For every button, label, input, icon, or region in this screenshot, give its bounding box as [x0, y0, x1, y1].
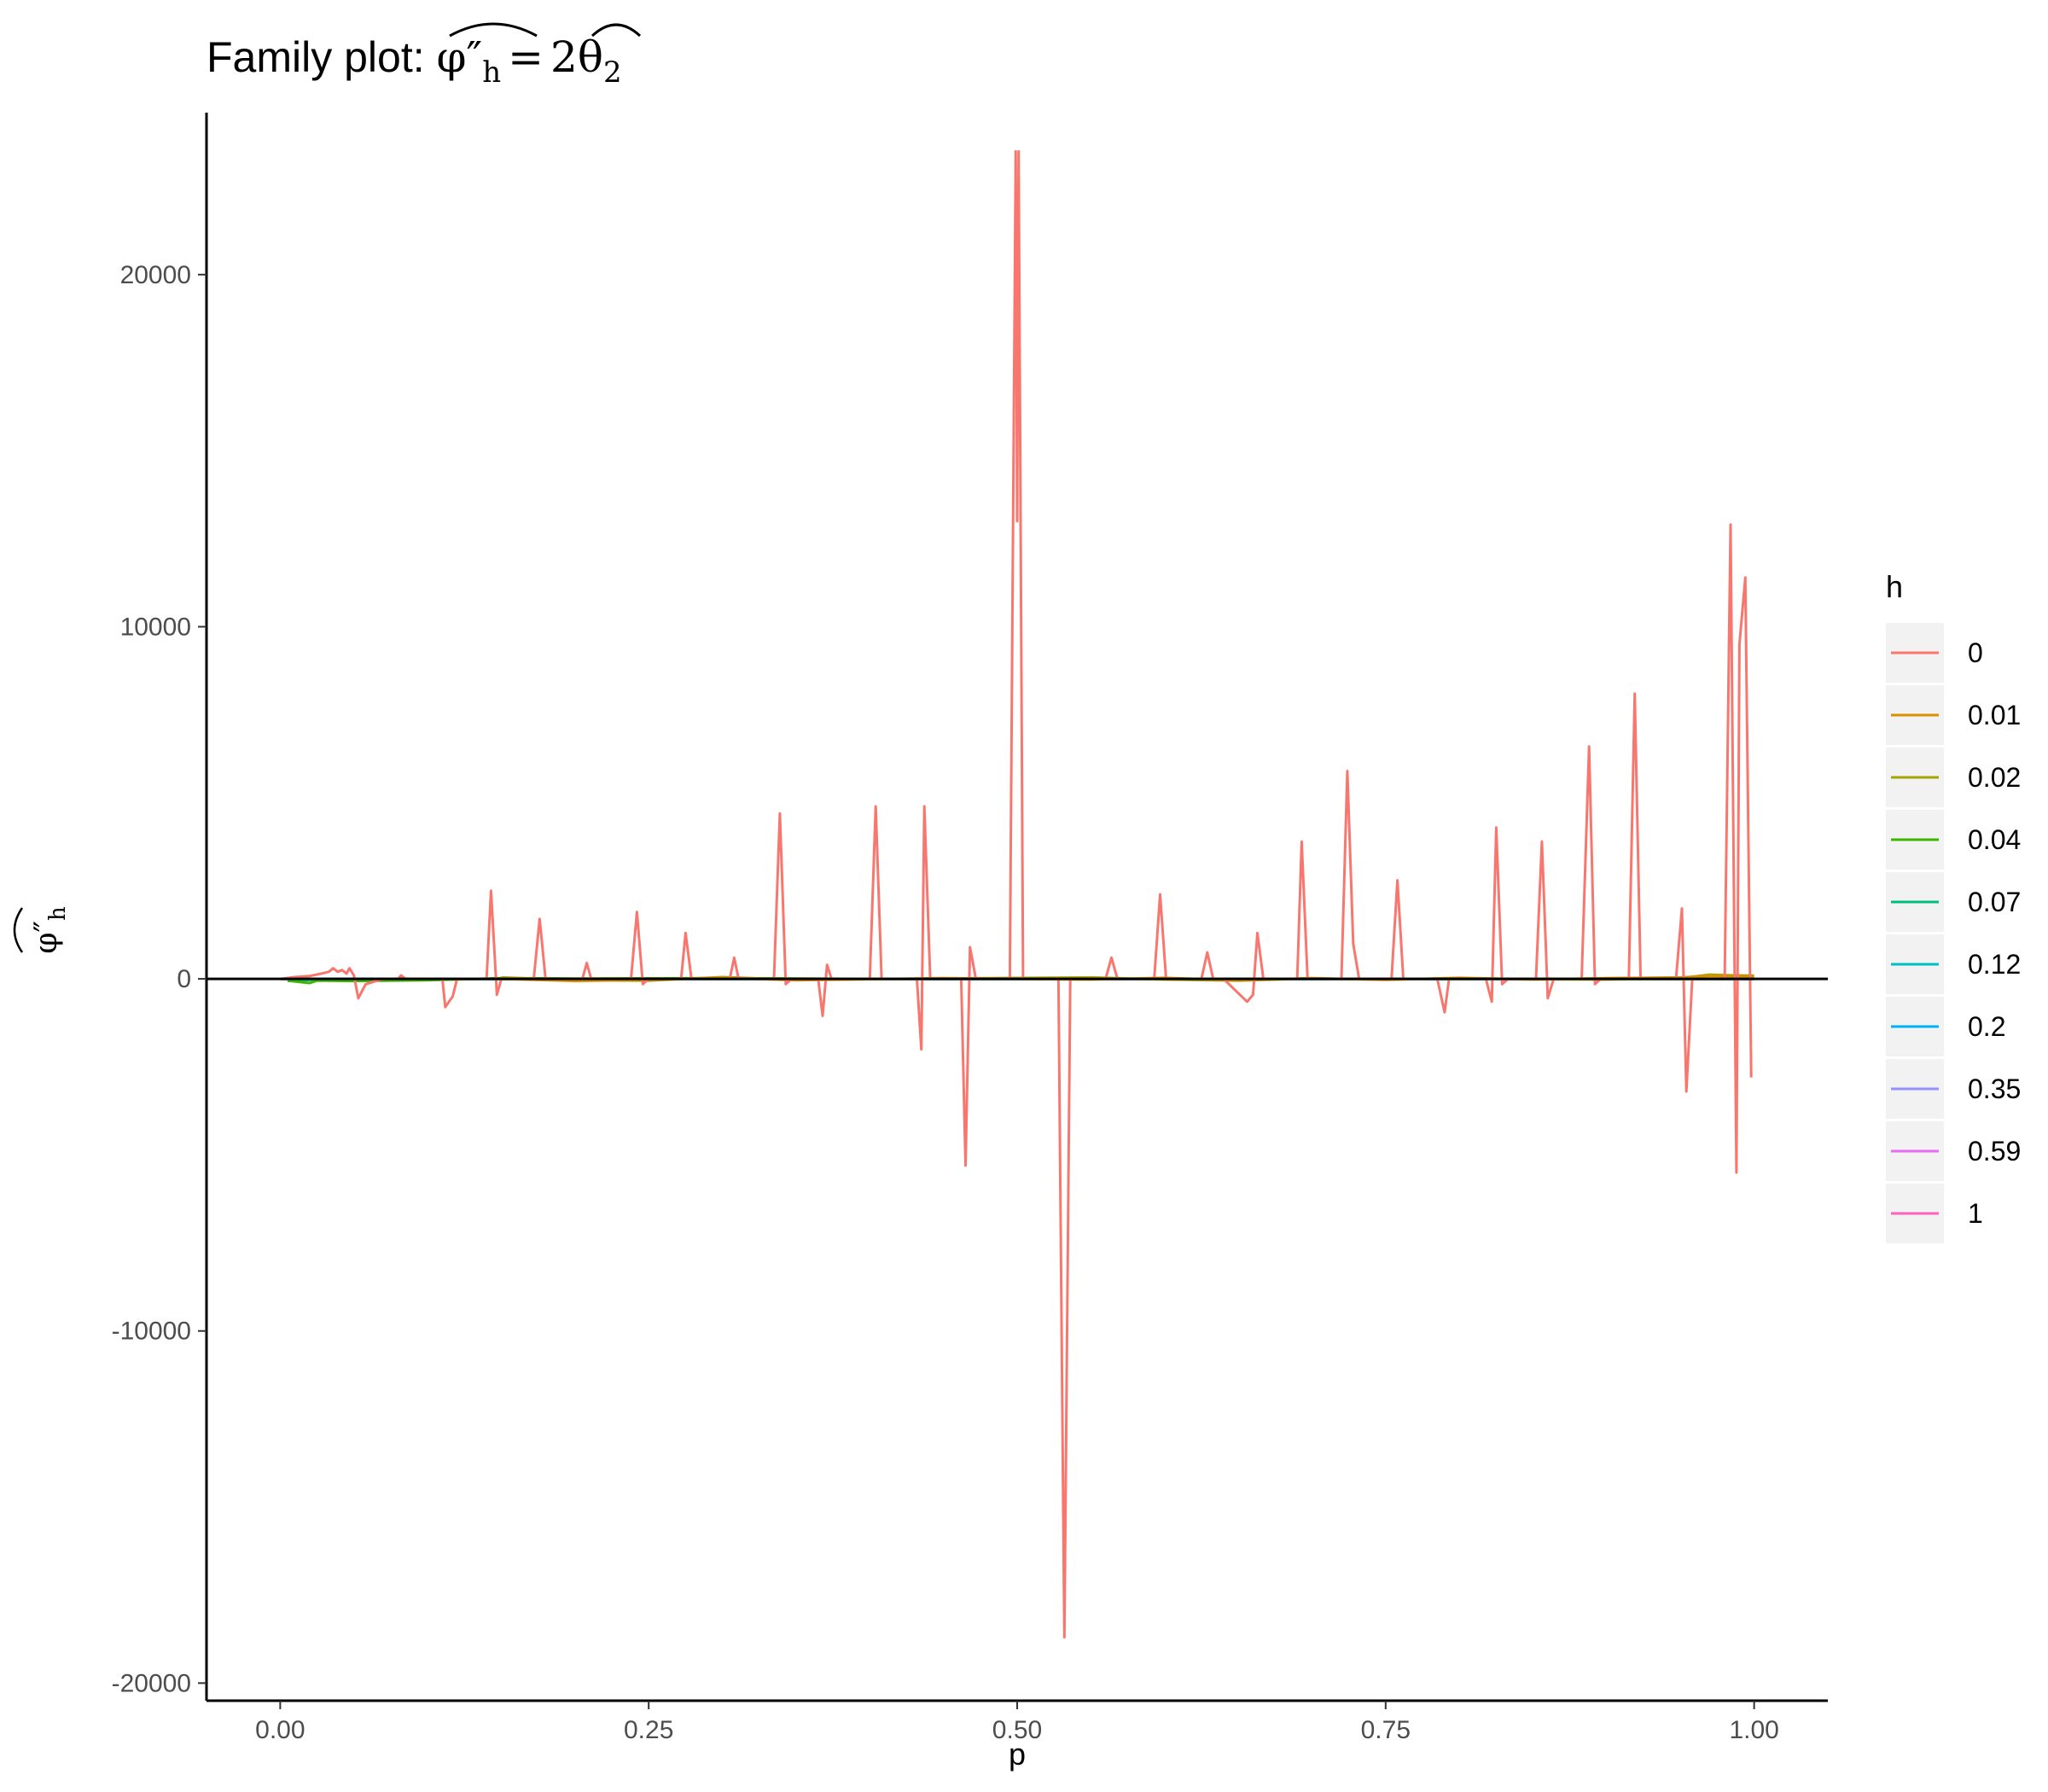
x-tick-label: 0.75	[1361, 1716, 1411, 1744]
legend-label: 0.35	[1968, 1073, 2021, 1104]
title-lhs-subscript: h	[482, 55, 501, 90]
title-prefix: Family plot:	[207, 33, 437, 81]
x-tick-label: 0.00	[255, 1716, 305, 1744]
legend-item: 0.01	[1886, 685, 2021, 745]
y-tick-label: 20000	[120, 261, 191, 289]
legend-item: 0.59	[1886, 1121, 2021, 1181]
x-tick-label: 0.50	[992, 1716, 1042, 1744]
y-tick-label: 10000	[120, 613, 191, 641]
legend: h 0 0.01 0.02 0.04 0.07 0.12 0.2 0.35 0.59 1	[1886, 569, 2021, 1243]
title-equals: =	[508, 32, 544, 82]
title-rhs-hat	[591, 23, 642, 38]
svg-text:φ″h: φ″h	[29, 906, 71, 954]
x-tick-label: 1.00	[1729, 1716, 1778, 1744]
legend-label: 0.12	[1968, 949, 2021, 980]
series-line-h-0	[280, 149, 1753, 1639]
legend-label: 0.04	[1968, 824, 2021, 855]
legend-label: 1	[1968, 1198, 1983, 1229]
x-axis-title: p	[1009, 1737, 1026, 1772]
legend-label: 0.02	[1968, 762, 2021, 793]
y-axis-title-hat	[13, 907, 24, 953]
legend-label: 0.07	[1968, 887, 2021, 917]
title-rhs-symbol: θ	[578, 32, 603, 82]
series-layer	[280, 149, 1754, 1639]
legend-label: 0.59	[1968, 1136, 2021, 1167]
y-axis-title-subscript: h	[45, 906, 71, 921]
x-tick-label: 0.25	[624, 1716, 673, 1744]
legend-label: 0.2	[1968, 1011, 2005, 1042]
title-lhs-hat	[449, 22, 538, 38]
legend-label: 0	[1968, 637, 1983, 668]
y-axis-title-symbol: φ″	[29, 921, 64, 954]
chart-title: Family plot: φ″h = 2θ2	[207, 22, 642, 90]
legend-item: 0.04	[1886, 810, 2021, 870]
legend-label: 0.01	[1968, 700, 2021, 730]
title-rhs-subscript: 2	[603, 55, 622, 90]
plot-area	[207, 149, 1828, 1639]
y-axis-title: φ″h	[13, 906, 71, 954]
title-lhs-symbol: φ″	[437, 32, 483, 82]
legend-item: 0.35	[1886, 1059, 2021, 1119]
legend-entries: 0 0.01 0.02 0.04 0.07 0.12 0.2 0.35 0.59 1	[1886, 623, 2021, 1243]
legend-item: 1	[1886, 1184, 1983, 1243]
y-tick-label: -10000	[112, 1318, 191, 1346]
legend-item: 0	[1886, 623, 1983, 683]
y-tick-label: 0	[177, 965, 191, 993]
legend-item: 0.12	[1886, 934, 2021, 994]
legend-item: 0.07	[1886, 872, 2021, 932]
legend-item: 0.2	[1886, 997, 2005, 1056]
legend-title: h	[1886, 569, 1903, 604]
x-axis-ticks: 0.00 0.25 0.50 0.75 1.00	[255, 1701, 1779, 1744]
y-axis-ticks: -20000 -10000 0 10000 20000	[112, 261, 207, 1697]
legend-item: 0.02	[1886, 748, 2021, 807]
title-rhs-coefficient: 2	[550, 32, 578, 82]
svg-text:Family plot: φ″h=2θ2: Family plot: φ″h = 2θ2	[207, 32, 622, 90]
y-tick-label: -20000	[112, 1669, 191, 1697]
